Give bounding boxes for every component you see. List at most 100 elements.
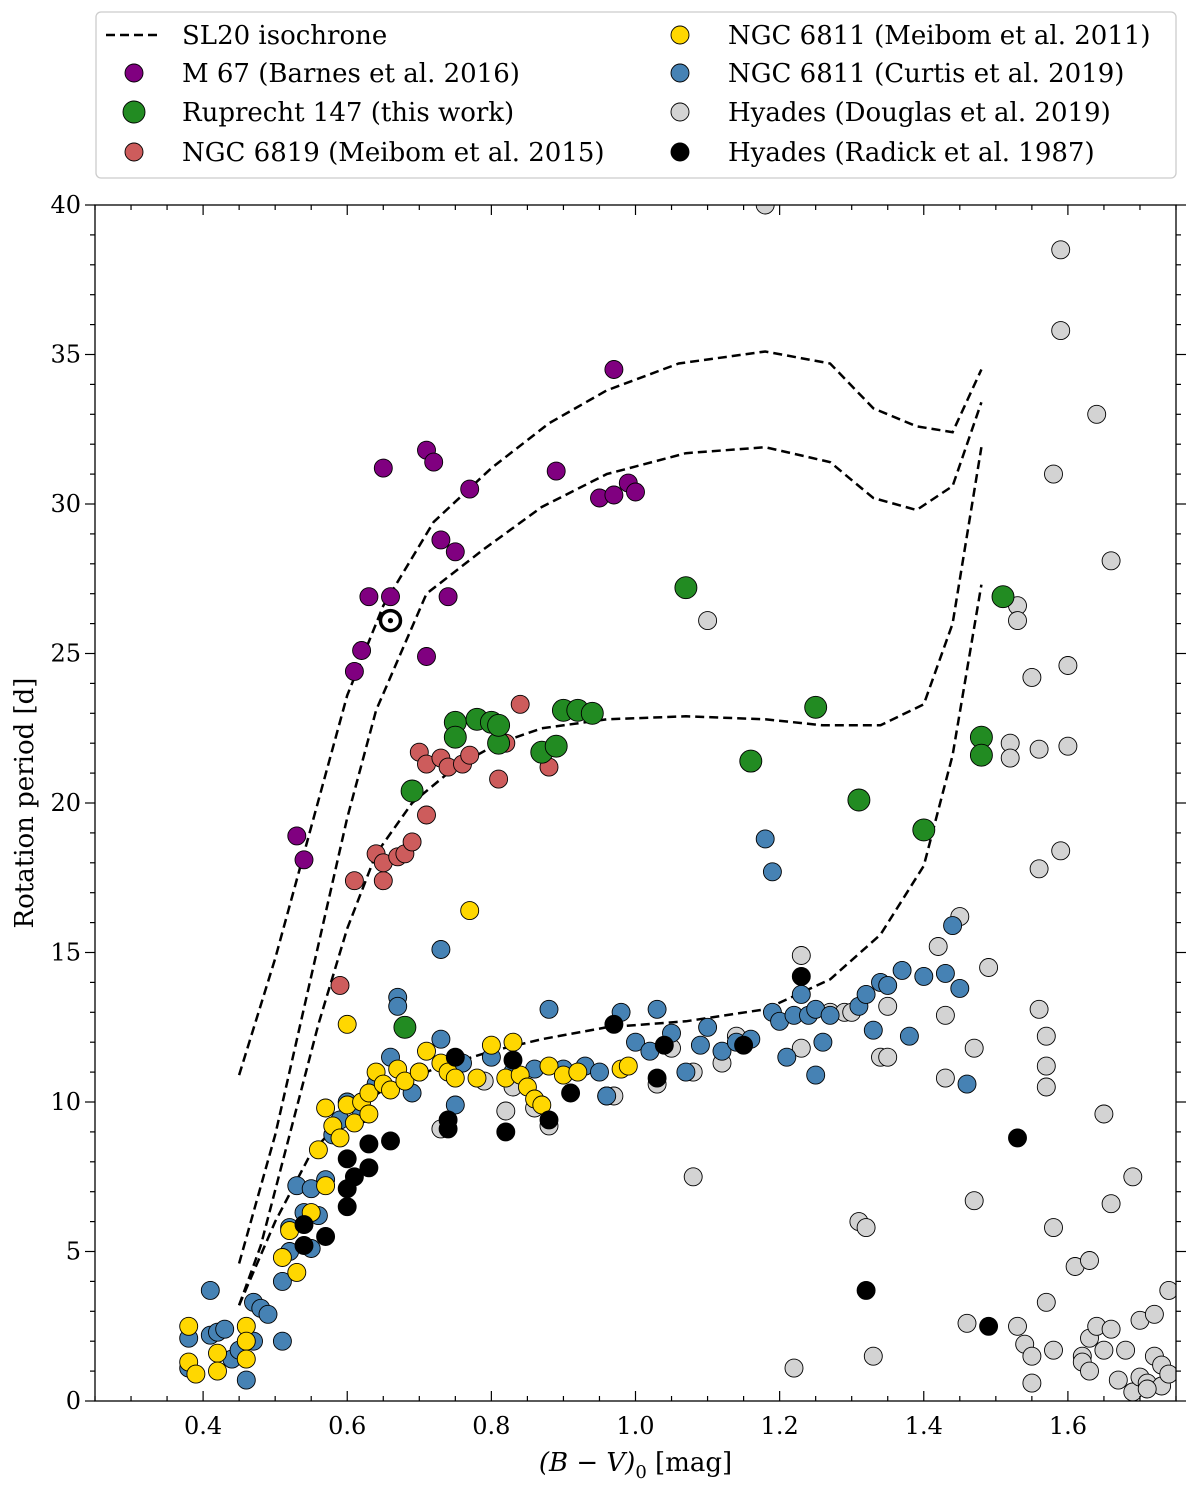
point-hyades-radick-et-al-1987-17 [604, 1014, 624, 1034]
point-ngc-6811-curtis-et-al-2019-8 [236, 1370, 256, 1390]
point-hyades-douglas-et-al-2019-72 [1101, 1319, 1121, 1339]
point-hyades-douglas-et-al-2019-75 [1123, 1167, 1143, 1187]
point-hyades-douglas-et-al-2019-45 [1029, 739, 1049, 759]
point-hyades-douglas-et-al-2019-71 [1101, 1194, 1121, 1214]
point-m-67-barnes-et-al-2016-19 [626, 482, 645, 502]
point-ngc-6811-meibom-et-al-2011-12 [308, 1140, 328, 1160]
point-m-67-barnes-et-al-2016-16 [604, 360, 624, 379]
point-hyades-radick-et-al-1987-3 [337, 1149, 357, 1169]
point-ngc-6819-meibom-et-al-2015-9 [417, 805, 436, 825]
point-hyades-douglas-et-al-2019-29 [935, 1005, 955, 1025]
point-hyades-radick-et-al-1987-19 [654, 1035, 674, 1055]
point-ngc-6811-curtis-et-al-2019-62 [791, 984, 811, 1004]
point-ngc-6811-curtis-et-al-2019-67 [820, 1005, 840, 1025]
isochrone-curve-4 [237, 584, 983, 1306]
legend-marker-4 [670, 63, 690, 83]
point-hyades-douglas-et-al-2019-16 [784, 1358, 804, 1378]
point-ngc-6811-curtis-et-al-2019-44 [597, 1086, 617, 1106]
legend-label-0: M 67 (Barnes et al. 2016) [182, 59, 520, 89]
point-hyades-douglas-et-al-2019-44 [1022, 667, 1042, 687]
point-hyades-douglas-et-al-2019-11 [683, 1167, 703, 1187]
isochrone-curve-3 [237, 446, 983, 1306]
point-ngc-6811-curtis-et-al-2019-48 [647, 999, 667, 1019]
legend: SL20 isochrone M 67 (Barnes et al. 2016) R… [95, 11, 1177, 179]
x-tick-label: 1.2 [761, 1412, 799, 1440]
point-m-67-barnes-et-al-2016-12 [445, 542, 465, 562]
point-hyades-douglas-et-al-2019-30 [935, 1068, 955, 1088]
legend-marker-1 [122, 100, 146, 124]
point-ngc-6811-curtis-et-al-2019-79 [957, 1074, 977, 1094]
point-hyades-douglas-et-al-2019-12 [698, 611, 718, 631]
point-ngc-6811-meibom-et-al-2011-10 [287, 1262, 307, 1282]
point-ngc-6811-curtis-et-al-2019-72 [878, 975, 898, 995]
point-hyades-douglas-et-al-2019-69 [1094, 1104, 1114, 1124]
point-hyades-douglas-et-al-2019-24 [863, 1346, 883, 1366]
legend-label-5: Hyades (Douglas et al. 2019) [728, 98, 1111, 128]
point-ngc-6811-curtis-et-al-2019-69 [856, 984, 876, 1004]
point-ngc-6811-meibom-et-al-2011-3 [208, 1343, 227, 1363]
point-hyades-radick-et-al-1987-20 [734, 1035, 754, 1055]
point-hyades-douglas-et-al-2019-40 [1008, 611, 1027, 631]
isochrone-curve-2 [237, 401, 983, 1264]
isochrone-curve-1 [237, 350, 983, 1076]
point-hyades-radick-et-al-1987-1 [294, 1236, 314, 1255]
point-ngc-6811-curtis-et-al-2019-75 [914, 966, 934, 986]
legend-label-2: NGC 6819 (Meibom et al. 2015) [182, 138, 605, 168]
point-hyades-douglas-et-al-2019-65 [1080, 1251, 1099, 1270]
point-hyades-radick-et-al-1987-8 [359, 1158, 379, 1178]
point-ngc-6811-curtis-et-al-2019-53 [712, 1041, 732, 1061]
point-m-67-barnes-et-al-2016-5 [373, 458, 393, 478]
point-ngc-6811-meibom-et-al-2011-0 [179, 1316, 199, 1336]
point-ngc-6811-meibom-et-al-2011-28 [409, 1062, 429, 1082]
legend-label-4: NGC 6811 (Curtis et al. 2019) [728, 59, 1124, 89]
point-hyades-douglas-et-al-2019-17 [791, 946, 811, 965]
point-ruprecht-147-this-work-12 [580, 701, 604, 725]
point-ngc-6811-curtis-et-al-2019-74 [899, 1026, 919, 1046]
point-m-67-barnes-et-al-2016-1 [294, 850, 314, 870]
point-hyades-radick-et-al-1987-0 [294, 1215, 314, 1235]
point-ngc-6811-curtis-et-al-2019-5 [215, 1319, 235, 1339]
point-ngc-6811-curtis-et-al-2019-30 [388, 996, 408, 1016]
y-tick-label: 25 [50, 640, 81, 668]
point-hyades-douglas-et-al-2019-56 [1051, 240, 1071, 260]
y-tick-label: 10 [50, 1088, 81, 1116]
point-m-67-barnes-et-al-2016-4 [359, 587, 379, 607]
point-ngc-6811-curtis-et-al-2019-65 [806, 1065, 826, 1085]
point-ngc-6811-curtis-et-al-2019-73 [892, 960, 912, 980]
point-ngc-6811-meibom-et-al-2011-34 [467, 1068, 487, 1088]
point-ruprecht-147-this-work-1 [400, 779, 424, 803]
point-ngc-6811-curtis-et-al-2019-70 [863, 1020, 883, 1040]
point-hyades-douglas-et-al-2019-43 [1022, 1373, 1042, 1393]
point-m-67-barnes-et-al-2016-14 [546, 461, 566, 481]
legend-marker-0 [124, 63, 144, 83]
point-m-67-barnes-et-al-2016-10 [431, 530, 451, 550]
point-ngc-6819-meibom-et-al-2015-3 [373, 871, 393, 891]
point-ngc-6819-meibom-et-al-2015-1 [344, 871, 364, 891]
point-ruprecht-147-this-work-3 [443, 725, 467, 749]
point-hyades-radick-et-al-1987-15 [539, 1110, 559, 1130]
point-ngc-6811-meibom-et-al-2011-4 [208, 1361, 227, 1381]
point-hyades-douglas-et-al-2019-81 [1144, 1304, 1164, 1324]
legend-marker-5 [670, 102, 690, 122]
point-ngc-6811-curtis-et-al-2019-76 [935, 963, 955, 983]
point-ngc-6811-meibom-et-al-2011-2 [186, 1364, 206, 1384]
point-m-67-barnes-et-al-2016-3 [352, 641, 372, 660]
point-hyades-douglas-et-al-2019-23 [856, 1218, 876, 1238]
point-ngc-6811-curtis-et-al-2019-34 [431, 1029, 451, 1049]
point-ngc-6811-curtis-et-al-2019-56 [755, 829, 775, 849]
point-ngc-6811-curtis-et-al-2019-50 [676, 1062, 696, 1082]
point-ngc-6819-meibom-et-al-2015-17 [510, 694, 530, 714]
point-hyades-douglas-et-al-2019-86 [1137, 1379, 1157, 1399]
point-ngc-6811-curtis-et-al-2019-12 [258, 1304, 278, 1324]
point-hyades-radick-et-al-1987-18 [647, 1068, 667, 1088]
point-m-67-barnes-et-al-2016-13 [460, 479, 480, 499]
point-ngc-6811-curtis-et-al-2019-52 [698, 1017, 718, 1037]
point-ngc-6811-meibom-et-al-2011-32 [445, 1068, 465, 1088]
point-hyades-radick-et-al-1987-12 [445, 1047, 465, 1067]
point-ngc-6811-meibom-et-al-2011-37 [503, 1032, 523, 1052]
point-hyades-douglas-et-al-2019-35 [979, 958, 999, 977]
point-ngc-6811-curtis-et-al-2019-46 [626, 1032, 645, 1052]
point-ngc-6811-meibom-et-al-2011-8 [272, 1248, 292, 1267]
x-axis-label-main: (B − V) [539, 1448, 635, 1478]
point-hyades-radick-et-al-1987-6 [344, 1167, 364, 1187]
